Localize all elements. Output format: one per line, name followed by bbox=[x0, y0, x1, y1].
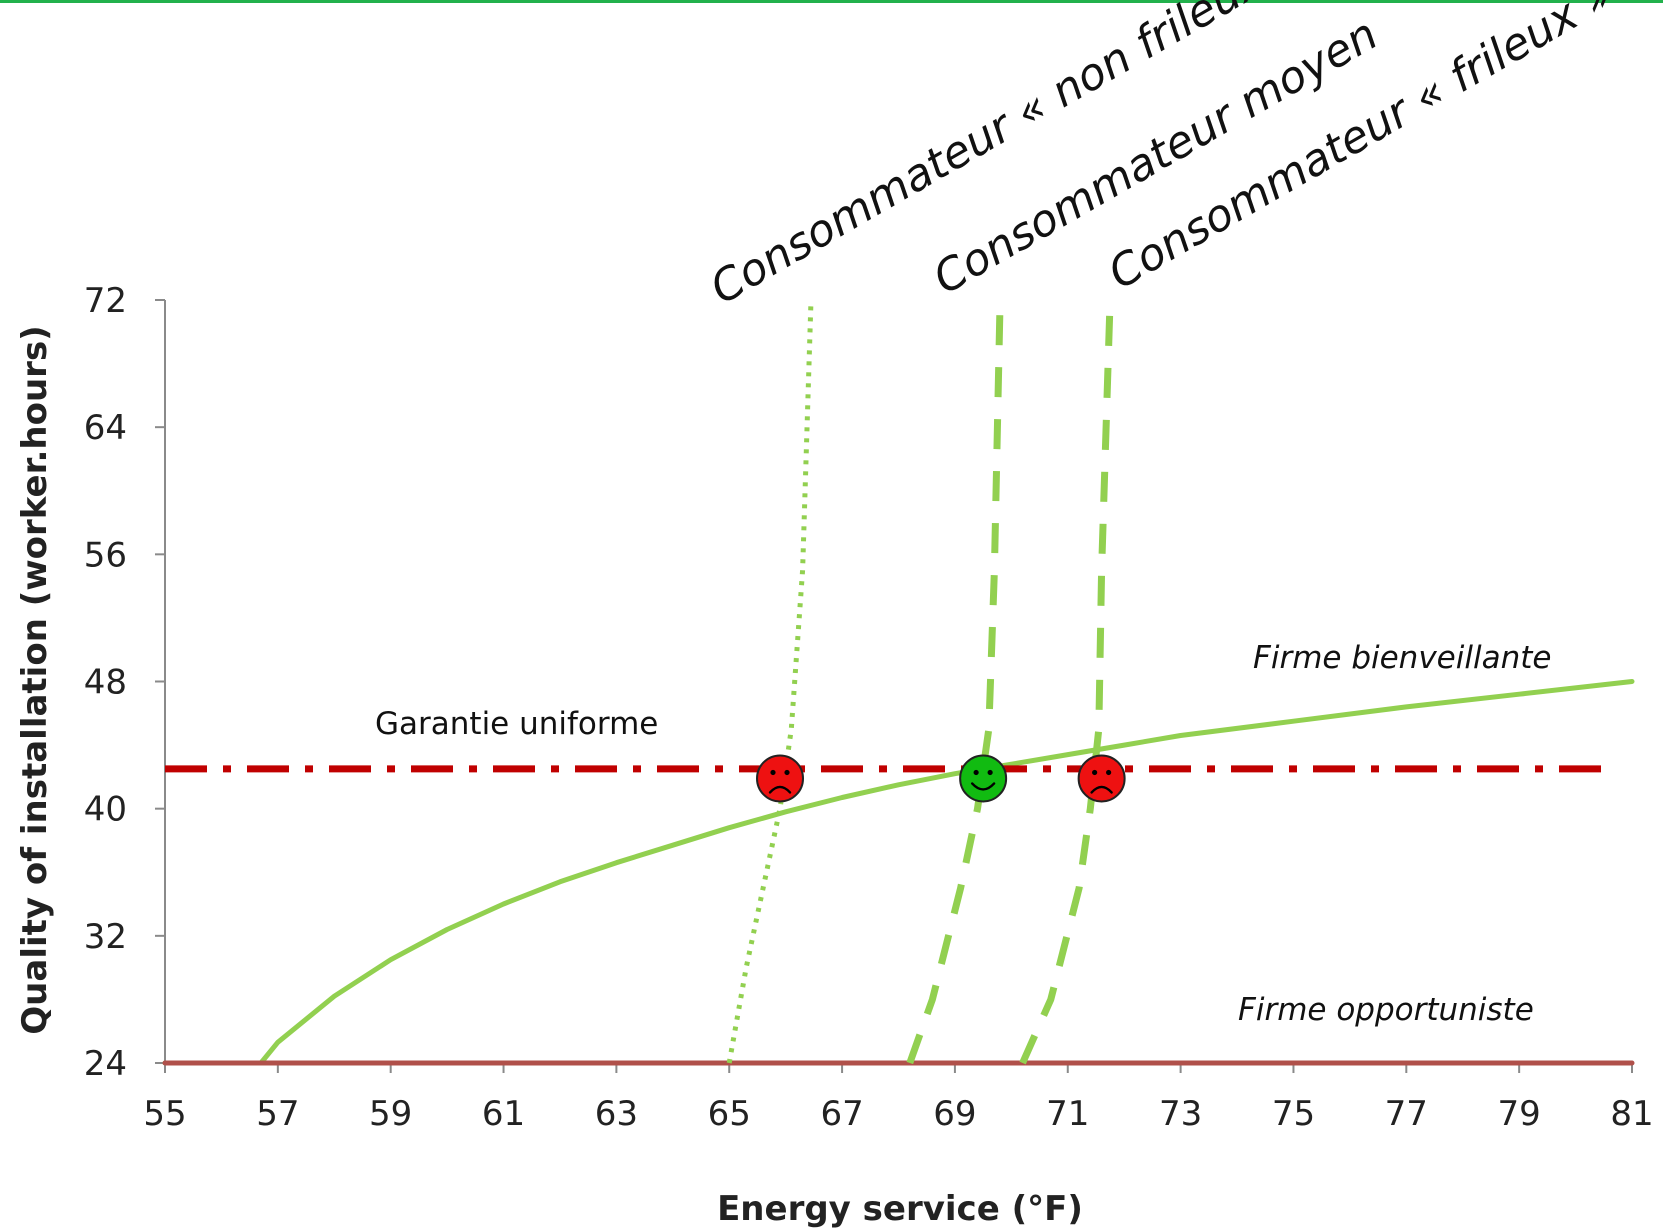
series-consommateur-non-frileux bbox=[726, 299, 814, 1064]
x-tick-label: 63 bbox=[595, 1094, 638, 1134]
series-consommateur-moyen bbox=[906, 299, 1004, 1065]
face-eye bbox=[770, 769, 776, 776]
x-tick-label: 73 bbox=[1159, 1094, 1202, 1134]
y-axis-ticks: 24 32 40 48 56 64 72 bbox=[84, 281, 165, 1084]
y-tick-label: 24 bbox=[84, 1044, 127, 1084]
y-tick-label: 72 bbox=[84, 281, 127, 321]
x-tick-label: 75 bbox=[1272, 1094, 1315, 1134]
x-tick-label: 79 bbox=[1498, 1094, 1541, 1134]
face-eye bbox=[1106, 769, 1112, 776]
face-mouth bbox=[768, 785, 792, 794]
x-tick-label: 69 bbox=[933, 1094, 976, 1134]
x-tick-label: 57 bbox=[256, 1094, 299, 1134]
marker-layer bbox=[756, 754, 1126, 803]
sad-face-icon bbox=[1077, 754, 1126, 803]
x-axis-ticks: 55 57 59 61 63 65 67 69 71 73 75 77 79 81 bbox=[143, 1063, 1654, 1134]
face-circle bbox=[959, 754, 1008, 803]
sad-face-icon bbox=[756, 754, 805, 803]
x-tick-label: 81 bbox=[1610, 1094, 1653, 1134]
series-firme-bienveillante bbox=[162, 679, 1635, 1066]
face-eye bbox=[1092, 769, 1098, 776]
face-mouth bbox=[1090, 785, 1113, 794]
series-layer bbox=[162, 299, 1635, 1066]
label-firme-bienveillante: Firme bienveillante bbox=[1253, 640, 1551, 676]
x-axis-title: Energy service (°F) bbox=[717, 1189, 1083, 1228]
x-tick-label: 71 bbox=[1046, 1094, 1089, 1134]
x-tick-label: 65 bbox=[708, 1094, 751, 1134]
y-tick-label: 40 bbox=[84, 790, 127, 830]
face-eye bbox=[973, 769, 979, 776]
y-axis-title: Quality of installation (worker.hours) bbox=[15, 325, 55, 1034]
label-garantie-uniforme: Garantie uniforme bbox=[375, 706, 658, 742]
series-consommateur-frileux bbox=[1019, 299, 1114, 1065]
face-eye bbox=[784, 769, 790, 776]
face-circle bbox=[756, 754, 805, 803]
happy-face-icon bbox=[959, 754, 1008, 803]
label-firme-opportuniste: Firme opportuniste bbox=[1238, 992, 1534, 1028]
face-mouth bbox=[970, 782, 996, 791]
x-tick-label: 59 bbox=[369, 1094, 412, 1134]
y-tick-label: 56 bbox=[84, 535, 127, 575]
x-tick-label: 77 bbox=[1385, 1094, 1428, 1134]
y-tick-label: 32 bbox=[84, 917, 127, 957]
x-tick-label: 55 bbox=[143, 1094, 186, 1134]
face-eye bbox=[987, 769, 993, 776]
top-border bbox=[0, 0, 1663, 3]
y-tick-label: 48 bbox=[84, 663, 127, 703]
face-circle bbox=[1077, 754, 1126, 803]
y-tick-label: 64 bbox=[84, 408, 127, 448]
x-tick-label: 67 bbox=[820, 1094, 863, 1134]
x-tick-label: 61 bbox=[482, 1094, 525, 1134]
